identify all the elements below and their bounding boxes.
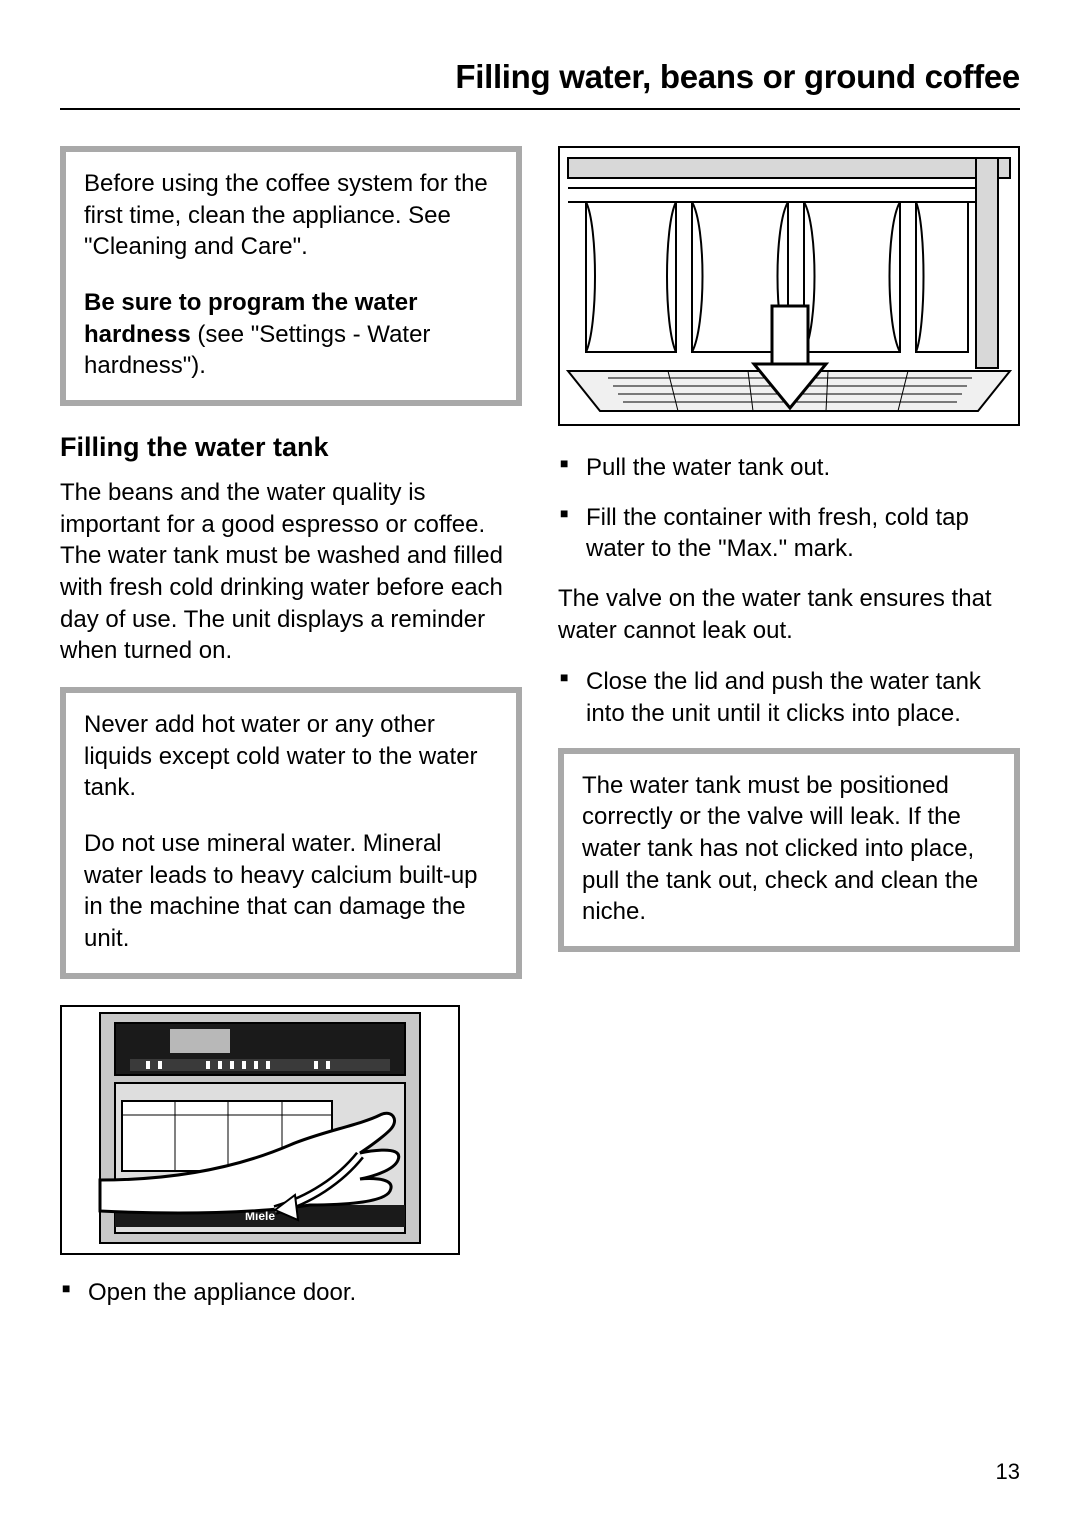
- step-list-right-2: Close the lid and push the water tank in…: [558, 666, 1020, 729]
- tank-position-box: The water tank must be positioned correc…: [558, 748, 1020, 952]
- intro-info-box: Before using the coffee system for the f…: [60, 146, 522, 406]
- figure-open-door: Miele: [60, 1005, 460, 1255]
- step-fill-container: Fill the container with fresh, cold tap …: [558, 502, 1020, 565]
- intro-paragraph-2: Be sure to program the water hardness (s…: [84, 287, 498, 382]
- warning-no-mineral-water: Do not use mineral water. Mineral water …: [84, 828, 498, 955]
- step-list-left: Open the appliance door.: [60, 1277, 522, 1309]
- subheading-filling-water-tank: Filling the water tank: [60, 432, 522, 463]
- step-close-lid: Close the lid and push the water tank in…: [558, 666, 1020, 729]
- step-list-right-1: Pull the water tank out. Fill the contai…: [558, 452, 1020, 565]
- warning-no-hot-water: Never add hot water or any other liquids…: [84, 709, 498, 804]
- content-columns: Before using the coffee system for the f…: [60, 146, 1020, 1326]
- page-title: Filling water, beans or ground coffee: [60, 58, 1020, 110]
- valve-paragraph: The valve on the water tank ensures that…: [558, 583, 1020, 646]
- page-number: 13: [996, 1459, 1020, 1485]
- figure-pull-tank: [558, 146, 1020, 426]
- tank-position-text: The water tank must be positioned correc…: [582, 770, 996, 928]
- step-open-door: Open the appliance door.: [60, 1277, 522, 1309]
- water-quality-paragraph: The beans and the water quality is impor…: [60, 477, 522, 667]
- left-column: Before using the coffee system for the f…: [60, 146, 522, 1326]
- water-warning-box: Never add hot water or any other liquids…: [60, 687, 522, 979]
- step-pull-tank: Pull the water tank out.: [558, 452, 1020, 484]
- right-column: Pull the water tank out. Fill the contai…: [558, 146, 1020, 1326]
- intro-paragraph-1: Before using the coffee system for the f…: [84, 168, 498, 263]
